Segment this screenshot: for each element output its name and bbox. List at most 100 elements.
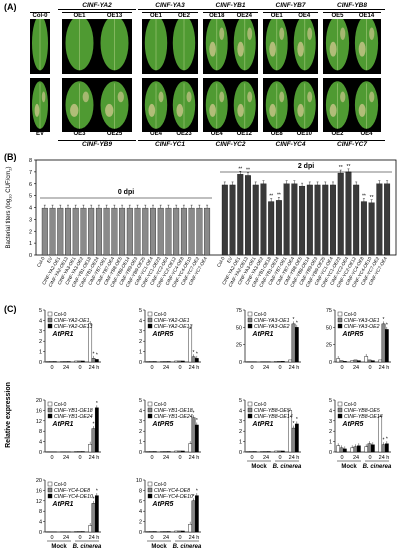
y-tick-label: 5 xyxy=(139,308,142,314)
expression-bar xyxy=(180,530,185,533)
y-tick-label: 0 xyxy=(329,450,332,456)
legend-label: Col-0 xyxy=(344,402,357,408)
panel-a-leaf-grid: Col-0 CINF-YA2 OE1 OE13 CINF-YA3 OE1 OE2 CINF-Y… xyxy=(20,0,400,148)
legend-label: CINF-YA2-OE13 xyxy=(154,324,192,330)
legend-label: CINF-YA3-OE1 xyxy=(344,318,380,324)
y-axis-label-relative-expression: Relative expression xyxy=(5,382,12,448)
leaf-image xyxy=(100,81,129,129)
leaf-image xyxy=(354,15,379,71)
leaf-line-label: OE2 xyxy=(170,13,198,19)
lesion-spot xyxy=(369,91,375,103)
y-tick-label: 75 xyxy=(236,308,242,314)
legend-label: Col-0 xyxy=(154,482,167,488)
y-tick-label: 4 xyxy=(239,408,242,414)
expression-bar xyxy=(91,358,96,363)
legend-label: CINF-YA2-OE13 xyxy=(54,324,92,330)
expression-bar xyxy=(342,361,347,363)
x-group-label-mock: Mock xyxy=(341,464,357,470)
y-tick-label: 0 xyxy=(139,450,142,456)
y-tick-label: 1 xyxy=(139,440,142,446)
x-tick-label: 0 xyxy=(150,455,153,461)
x-group-label-mock: Mock xyxy=(251,464,267,470)
x-tick-label: 24 xyxy=(63,455,69,461)
expression-bar xyxy=(166,531,171,533)
titer-bar xyxy=(252,184,259,256)
leaf-image xyxy=(144,81,168,129)
expression-bar xyxy=(246,451,251,453)
y-tick-label: 16 xyxy=(36,408,42,414)
significance-mark: ** xyxy=(370,195,374,201)
y-tick-label: 3 xyxy=(239,419,242,425)
legend-swatch xyxy=(47,311,53,317)
leaf-line-label: OE23 xyxy=(176,131,192,137)
y-tick-label: 1 xyxy=(239,440,242,446)
expression-bar xyxy=(152,451,157,453)
legend-label: Col-0 xyxy=(54,402,67,408)
expression-bar xyxy=(146,361,151,363)
significance-mark: ** xyxy=(238,166,242,172)
leaf-image xyxy=(293,81,316,129)
significance-mark: * xyxy=(296,320,298,326)
x-tick-label: 24 xyxy=(163,365,169,371)
lesion-spot xyxy=(70,103,79,117)
lesion-spot xyxy=(82,91,89,103)
y-tick-label: 0 xyxy=(39,360,42,366)
legend-label: CINF-YA2-OE1 xyxy=(154,318,190,324)
y-axis-label-part: ) xyxy=(6,166,12,168)
legend-swatch xyxy=(147,481,153,487)
x-tick-label: 0 xyxy=(78,455,81,461)
y-tick-label: 25 xyxy=(236,343,242,349)
leaf-image xyxy=(32,15,48,71)
significance-mark: * xyxy=(196,351,198,357)
expression-bar xyxy=(364,356,369,363)
leaf-image xyxy=(65,15,94,71)
expression-bar xyxy=(280,450,285,453)
leaf-image xyxy=(205,81,228,129)
y-tick-label: 8 xyxy=(139,488,142,494)
titer-bar xyxy=(65,207,71,256)
expression-bar xyxy=(149,361,154,363)
leaf-image xyxy=(265,15,288,71)
significance-mark: * xyxy=(193,494,195,500)
legend-swatch xyxy=(147,487,153,493)
y-tick-label: 20 xyxy=(36,478,42,484)
x-tick-label: 24 xyxy=(263,455,269,461)
legend-label: CINF-YB1-OE18 xyxy=(54,408,93,414)
lesion-spot xyxy=(358,41,366,57)
x-group-label-bcinerea: B. cinerea xyxy=(273,464,302,470)
lesion-spot xyxy=(158,91,164,103)
expression-bar xyxy=(52,361,57,363)
y-tick-label: 4 xyxy=(29,206,32,212)
expression-bar xyxy=(63,361,68,363)
x-tick-label: 0 xyxy=(50,365,53,371)
titer-bar xyxy=(291,183,298,256)
legend-swatch xyxy=(247,311,253,317)
x-tick-label: 0 xyxy=(178,365,181,371)
expression-bar xyxy=(174,530,179,533)
expression-bar xyxy=(339,360,344,363)
expression-bar xyxy=(378,359,383,363)
legend-swatch xyxy=(47,317,53,323)
leaf-image xyxy=(205,15,228,71)
legend-swatch xyxy=(247,401,253,407)
y-axis-label-part: 10 xyxy=(8,194,13,199)
legend-swatch xyxy=(47,401,53,407)
x-tick-label: 0 xyxy=(368,365,371,371)
significance-mark: ** xyxy=(362,194,366,200)
y-tick-label: 3 xyxy=(139,329,142,335)
y-axis-label-part: Bacterial titers (log xyxy=(6,199,12,249)
leaf-image xyxy=(65,81,94,129)
x-group-label-bcinerea: B. cinerea xyxy=(363,464,392,470)
x-tick-label: 24 h xyxy=(189,535,200,541)
expression-bar xyxy=(194,358,199,363)
expression-bar xyxy=(77,451,82,453)
expression-bar xyxy=(49,361,54,363)
y-tick-label: 5 xyxy=(29,194,32,200)
lesion-spot xyxy=(369,27,375,40)
leaf-image xyxy=(100,15,129,71)
y-tick-label: 1 xyxy=(139,350,142,356)
legend-label: CINF-YA3-OE1 xyxy=(254,318,290,324)
significance-mark: * xyxy=(96,401,98,407)
legend-label: Col-0 xyxy=(344,312,357,318)
